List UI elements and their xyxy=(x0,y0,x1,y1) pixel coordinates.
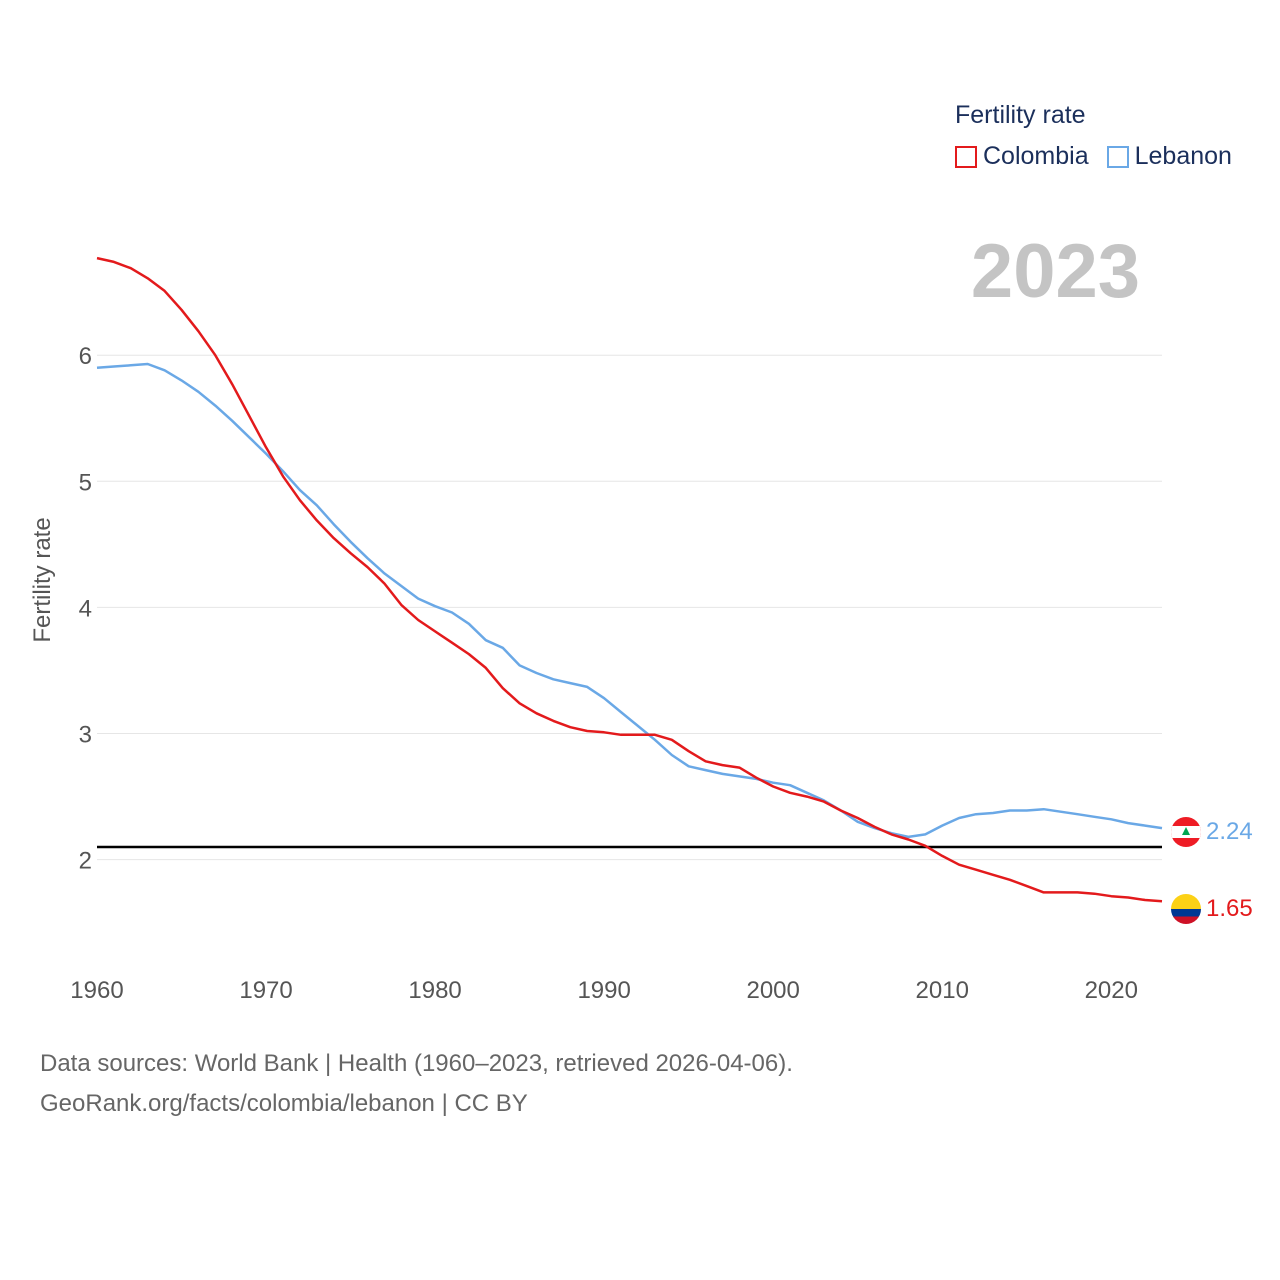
legend-item-lebanon[interactable]: Lebanon xyxy=(1106,142,1232,171)
legend-label-colombia: Colombia xyxy=(983,142,1089,170)
series-line-colombia xyxy=(96,256,1163,903)
lebanon-swatch xyxy=(1106,145,1129,168)
x-tick-label: 2020 xyxy=(1085,977,1138,1004)
legend-label-lebanon: Lebanon xyxy=(1134,142,1232,170)
x-tick-label: 1970 xyxy=(239,977,292,1004)
x-tick-label: 1990 xyxy=(577,977,630,1004)
legend-item-colombia[interactable]: Colombia xyxy=(955,142,1089,171)
colombia-end-value: 1.65 xyxy=(1206,895,1253,922)
lebanon-end-value: 2.24 xyxy=(1206,818,1253,845)
x-axis-ticks: 1960 1970 1980 1990 2000 2010 2020 xyxy=(70,977,1138,1004)
y-tick-label: 5 xyxy=(79,469,92,496)
x-tick-label: 1960 xyxy=(70,977,123,1004)
y-tick-label: 2 xyxy=(79,848,92,875)
year-label: 2023 xyxy=(970,229,1140,314)
footer: Data sources: World Bank | Health (1960–… xyxy=(40,1044,793,1124)
x-tick-label: 2000 xyxy=(746,977,799,1004)
attribution-text: GeoRank.org/facts/colombia/lebanon | CC … xyxy=(40,1090,528,1117)
colombia-flag-icon xyxy=(1171,894,1201,924)
lebanon-flag-icon xyxy=(1171,817,1201,847)
colombia-swatch xyxy=(955,145,977,168)
gridlines xyxy=(97,354,1162,861)
y-tick-label: 3 xyxy=(79,722,92,749)
series-lines xyxy=(96,256,1163,903)
x-tick-label: 1980 xyxy=(408,977,461,1004)
y-tick-label: 4 xyxy=(79,595,92,622)
y-axis-label: Fertility rate xyxy=(29,517,56,642)
legend-title: Fertility rate xyxy=(955,101,1086,129)
end-markers: 2.24 1.65 xyxy=(1171,817,1253,924)
legend: Colombia Lebanon xyxy=(955,142,1232,171)
x-tick-label: 2010 xyxy=(916,977,969,1004)
y-tick-label: 6 xyxy=(79,343,92,370)
series-line-lebanon xyxy=(96,362,1163,839)
data-sources-text: Data sources: World Bank | Health (1960–… xyxy=(40,1050,793,1077)
y-axis-ticks: 2 3 4 5 6 xyxy=(79,343,92,874)
